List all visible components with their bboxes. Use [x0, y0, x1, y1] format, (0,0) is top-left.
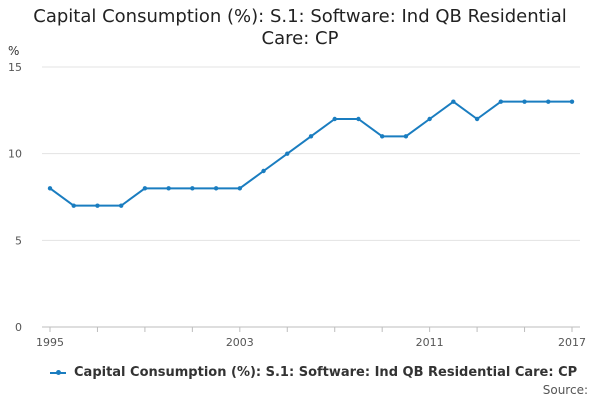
data-point-1996 — [71, 203, 76, 208]
data-point-2000 — [166, 186, 171, 191]
data-point-2014 — [498, 99, 504, 104]
y-tick-label-10: 10 — [8, 148, 22, 161]
data-point-2001 — [190, 186, 195, 191]
data-point-1997 — [95, 203, 100, 208]
data-point-2010 — [403, 134, 409, 139]
data-point-2012 — [451, 99, 456, 104]
data-point-2016 — [546, 99, 551, 104]
data-point-2011 — [427, 116, 432, 122]
data-point-2009 — [379, 134, 385, 139]
chart-title: Capital Consumption (%): S.1: Software: … — [0, 6, 600, 50]
data-point-2013 — [474, 116, 480, 122]
data-point-2015 — [522, 99, 527, 104]
data-point-2002 — [213, 186, 219, 191]
legend-series-marker — [50, 369, 66, 375]
data-point-1999 — [142, 186, 148, 191]
data-point-1998 — [118, 203, 124, 208]
y-tick-label-5: 5 — [15, 234, 22, 247]
data-point-2008 — [356, 116, 361, 122]
legend-series-label: Capital Consumption (%): S.1: Software: … — [74, 365, 578, 380]
source-label: Source: — [542, 383, 588, 397]
data-point-2006 — [308, 134, 314, 139]
legend: Capital Consumption (%): S.1: Software: … — [50, 365, 577, 380]
x-tick-label-1995: 1995 — [36, 336, 64, 349]
x-tick-label-2003: 2003 — [226, 336, 254, 349]
y-axis-unit-label: % — [8, 44, 20, 58]
y-tick-label-15: 15 — [8, 61, 22, 74]
data-point-2017 — [569, 99, 575, 104]
data-point-1995 — [47, 186, 53, 191]
chart-title-line-2: Care: CP — [261, 28, 339, 49]
data-point-2005 — [285, 151, 290, 156]
chart-title-line-1: Capital Consumption (%): S.1: Software: … — [33, 6, 567, 27]
data-point-2004 — [261, 168, 266, 174]
x-tick-label-2011: 2011 — [416, 336, 444, 349]
data-point-2007 — [332, 116, 337, 122]
data-point-2003 — [237, 186, 243, 191]
x-tick-label-2017: 2017 — [558, 336, 586, 349]
y-tick-label-0: 0 — [15, 321, 22, 334]
